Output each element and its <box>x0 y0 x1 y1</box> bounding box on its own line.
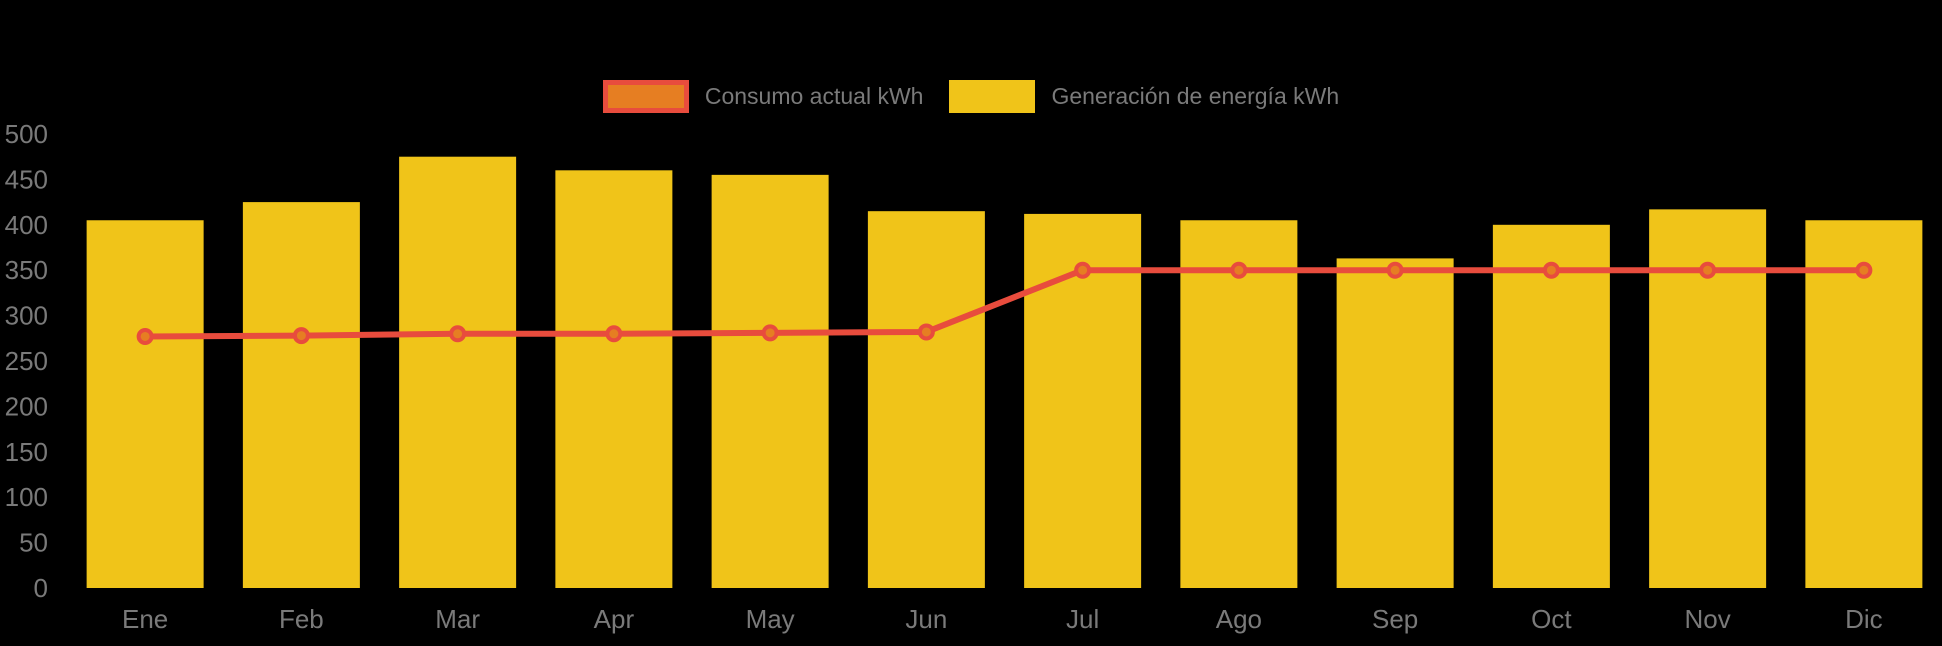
y-axis-tick-300: 300 <box>5 301 48 331</box>
line-point-Sep[interactable] <box>1386 261 1404 279</box>
bar-Apr[interactable] <box>555 170 673 588</box>
bar-Ene[interactable] <box>86 220 204 588</box>
y-axis-tick-450: 450 <box>5 164 48 194</box>
line-point-Nov[interactable] <box>1699 261 1717 279</box>
consumo-line <box>145 267 1864 340</box>
x-axis-label-Mar: Mar <box>435 604 480 634</box>
bar-Mar[interactable] <box>399 156 517 588</box>
line-point-Ene[interactable] <box>136 327 154 345</box>
y-axis-tick-50: 50 <box>19 528 48 558</box>
legend-item-consumo[interactable]: Consumo actual kWh <box>602 80 924 113</box>
chart-legend: Consumo actual kWh Generación de energía… <box>0 80 1942 113</box>
y-axis-tick-500: 500 <box>5 119 48 149</box>
bar-Dic[interactable] <box>1805 220 1923 588</box>
bar-Sep[interactable] <box>1336 258 1454 588</box>
x-axis-label-Jun: Jun <box>905 604 947 634</box>
legend-swatch-generacion <box>949 80 1036 113</box>
y-axis-tick-200: 200 <box>5 391 48 421</box>
line-point-Jun[interactable] <box>917 323 935 341</box>
y-axis-tick-0: 0 <box>34 573 48 603</box>
x-axis-label-Apr: Apr <box>594 604 635 634</box>
bar-May[interactable] <box>711 174 829 589</box>
x-axis-label-Ago: Ago <box>1216 604 1262 634</box>
line-point-Oct[interactable] <box>1542 261 1560 279</box>
legend-label-generacion: Generación de energía kWh <box>1051 83 1340 109</box>
x-axis-label-Dic: Dic <box>1845 604 1883 634</box>
line-point-Mar[interactable] <box>449 325 467 343</box>
x-axis-label-Oct: Oct <box>1531 604 1572 634</box>
line-point-Jul[interactable] <box>1074 261 1092 279</box>
x-axis-label-May: May <box>746 604 795 634</box>
legend-label-consumo: Consumo actual kWh <box>704 83 924 109</box>
x-axis-label-Sep: Sep <box>1372 604 1418 634</box>
legend-item-generacion[interactable]: Generación de energía kWh <box>949 80 1339 113</box>
legend-swatch-consumo <box>602 80 689 113</box>
y-axis-tick-400: 400 <box>5 210 48 240</box>
y-axis-tick-250: 250 <box>5 346 48 376</box>
bar-Feb[interactable] <box>242 202 360 588</box>
x-axis-label-Nov: Nov <box>1685 604 1731 634</box>
y-axis-tick-150: 150 <box>5 437 48 467</box>
line-point-Feb[interactable] <box>292 327 310 345</box>
line-point-Ago[interactable] <box>1230 261 1248 279</box>
bar-Jun[interactable] <box>867 211 985 588</box>
x-axis-label-Feb: Feb <box>279 604 324 634</box>
y-axis-tick-100: 100 <box>5 482 48 512</box>
x-axis-label-Ene: Ene <box>122 604 168 634</box>
line-point-Dic[interactable] <box>1855 261 1873 279</box>
line-point-May[interactable] <box>761 324 779 342</box>
x-axis-label-Jul: Jul <box>1066 604 1099 634</box>
y-axis-tick-350: 350 <box>5 255 48 285</box>
bar-Ago[interactable] <box>1180 220 1298 588</box>
line-point-Apr[interactable] <box>605 325 623 343</box>
bar-Oct[interactable] <box>1492 224 1610 589</box>
